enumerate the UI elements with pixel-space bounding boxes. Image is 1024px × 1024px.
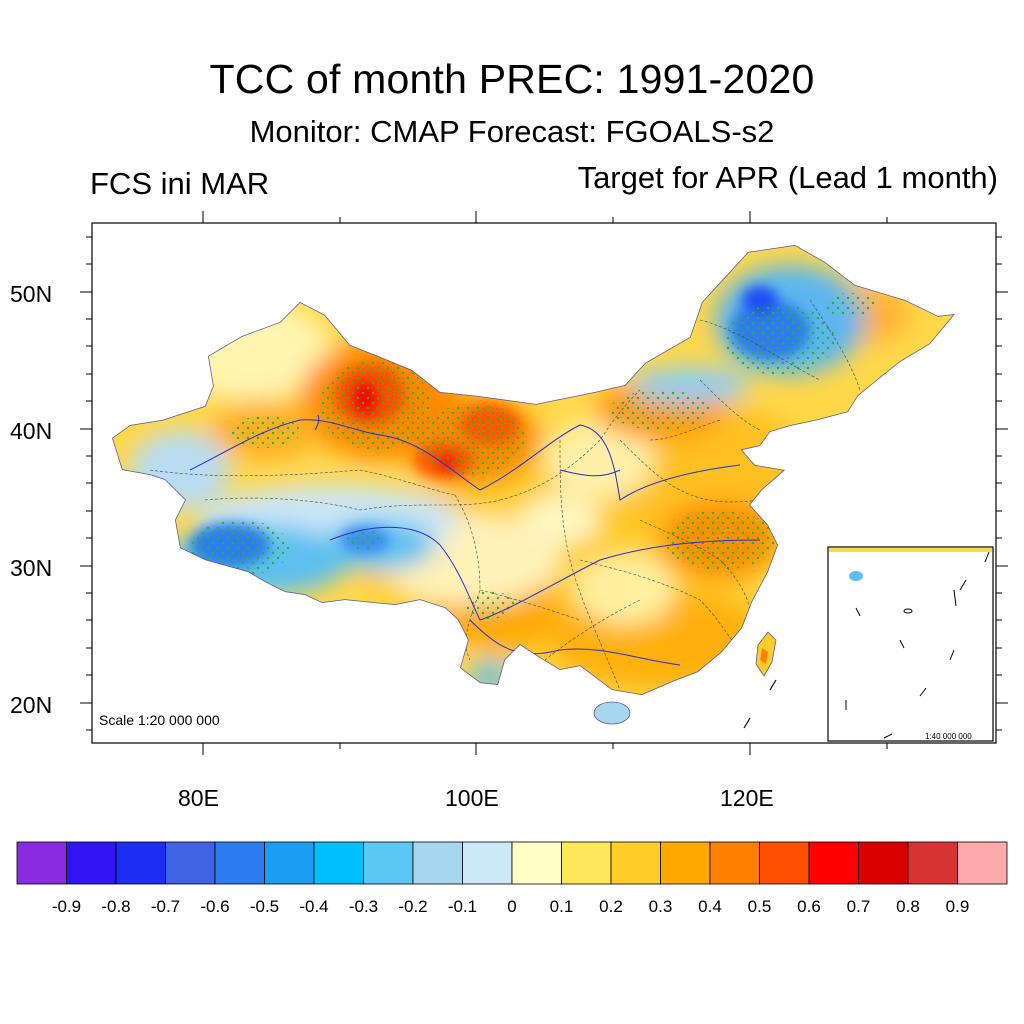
- colorbar-swatch: [957, 841, 1008, 885]
- colorbar-tick-label: 0.8: [896, 897, 920, 916]
- taiwan-island: [755, 631, 777, 677]
- colorbar-tick-label: -0.6: [200, 897, 230, 916]
- colorbar-swatch: [66, 841, 117, 885]
- colorbar-tick-label: -0.3: [348, 897, 379, 916]
- inset-scale-note: 1:40 000 000: [925, 732, 972, 741]
- lat-label-20n: 20N: [10, 692, 53, 718]
- colorbar-swatch: [759, 841, 810, 885]
- colorbar-tick-label: -0.2: [398, 897, 428, 916]
- colorbar-tick-label: 0.4: [698, 897, 722, 916]
- init-label: FCS ini MAR: [90, 166, 270, 201]
- colorbar-swatch: [610, 841, 661, 885]
- colorbar-swatch: [412, 841, 463, 885]
- colorbar-swatch: [313, 841, 364, 885]
- colorbar-tick-label: -0.5: [249, 897, 280, 916]
- island-markers: [743, 679, 777, 729]
- lon-label-100e: 100E: [445, 785, 499, 811]
- colorbar-swatch: [511, 841, 562, 885]
- lon-label-120e: 120E: [720, 785, 774, 811]
- colorbar-tick-label: -0.7: [150, 897, 181, 916]
- target-label: Target for APR (Lead 1 month): [577, 160, 998, 195]
- colorbar-tick-label: -0.1: [447, 897, 478, 916]
- lat-label-30n: 30N: [10, 555, 53, 581]
- lon-label-80e: 80E: [178, 785, 219, 811]
- colorbar-tick-label: -0.9: [51, 897, 82, 916]
- colorbar-swatch: [165, 841, 216, 885]
- colorbar-swatch: [16, 841, 67, 885]
- lat-label-40n: 40N: [10, 418, 53, 444]
- colorbar-tick-label: 0.1: [549, 897, 574, 916]
- colorbar-swatch: [660, 841, 711, 885]
- rivers: [189, 414, 761, 666]
- colorbar-tick-label: 0.2: [599, 897, 623, 916]
- colorbar-tick-label: 0.9: [945, 897, 970, 916]
- colorbar-tick-label: 0: [507, 897, 517, 916]
- hainan-island: [593, 701, 631, 725]
- chart-subtitle: Monitor: CMAP Forecast: FGOALS-s2: [249, 114, 775, 149]
- colorbar-swatch: [363, 841, 414, 885]
- colorbar-swatch: [115, 841, 166, 885]
- colorbar-swatch: [709, 841, 760, 885]
- colorbar-tick-label: 0.7: [846, 897, 871, 916]
- colorbar-swatch: [561, 841, 612, 885]
- colorbar-swatch: [808, 841, 859, 885]
- colorbar-swatch: [907, 841, 958, 885]
- map-scale-note: Scale 1:20 000 000: [99, 712, 220, 728]
- colorbar-tick-label: -0.8: [101, 897, 131, 916]
- lat-label-50n: 50N: [10, 281, 53, 307]
- colorbar-tick-label: 0.3: [648, 897, 673, 916]
- colorbar-tick-label: 0.6: [797, 897, 821, 916]
- colorbar-tick-label: 0.5: [747, 897, 772, 916]
- colorbar-swatch: [214, 841, 265, 885]
- chart-title: TCC of month PREC: 1991-2020: [209, 56, 815, 102]
- colorbar-swatch: [264, 841, 315, 885]
- lon-ticks: [202, 211, 888, 755]
- colorbar-tick-label: -0.4: [299, 897, 329, 916]
- south-china-sea-inset: [827, 546, 994, 742]
- colorbar-swatch: [462, 841, 513, 885]
- lat-ticks: [80, 236, 1008, 731]
- colorbar-swatch: [858, 841, 909, 885]
- province-borders: [149, 299, 861, 691]
